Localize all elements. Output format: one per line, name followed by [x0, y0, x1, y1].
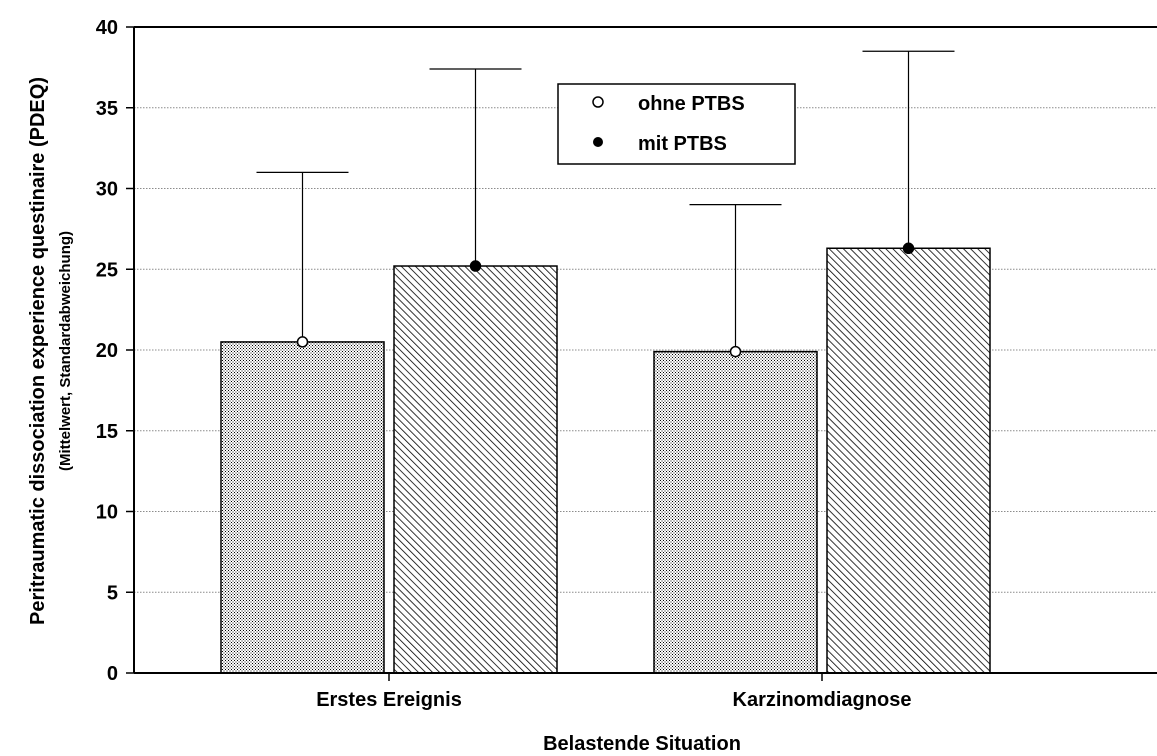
bar-mit-ptbs-1: [393, 265, 558, 674]
y-axis-subtitle: (Mittelwert, Standardabweichung): [57, 231, 74, 471]
mean-marker-1-1: [902, 242, 915, 255]
y-tick-label-15: 15: [96, 421, 118, 443]
y-tick-label-20: 20: [96, 340, 118, 362]
legend-label-ohne-ptbs: ohne PTBS: [638, 93, 745, 115]
y-tick-label-35: 35: [96, 98, 118, 120]
y-tick-label-5: 5: [107, 582, 118, 604]
mean-marker-1-0: [469, 260, 482, 272]
mean-marker-0-0: [296, 336, 309, 348]
legend-marker-ohne-ptbs: [592, 96, 604, 108]
legend: ohne PTBS mit PTBS: [557, 83, 796, 165]
x-category-label-1: Erstes Ereignis: [316, 689, 462, 711]
y-tick-label-25: 25: [96, 259, 118, 281]
x-axis-title: Belastende Situation: [543, 733, 741, 755]
axes: [126, 26, 1157, 681]
legend-label-mit-ptbs: mit PTBS: [638, 133, 727, 155]
error-bars: [256, 50, 955, 358]
y-tick-labels: 0 5 10 15 20 25 30 35 40: [96, 17, 118, 685]
y-axis-title: Peritraumatic dissociation experience qu…: [27, 77, 49, 625]
bar-ohne-ptbs-2: [653, 350, 818, 674]
y-tick-label-10: 10: [96, 502, 118, 524]
bar-mit-ptbs-2: [826, 247, 991, 674]
y-tick-label-30: 30: [96, 179, 118, 201]
mean-marker-0-1: [729, 345, 742, 358]
legend-marker-mit-ptbs: [593, 137, 603, 147]
bars: [220, 247, 991, 674]
x-category-label-2: Karzinomdiagnose: [733, 689, 912, 711]
x-category-labels: Erstes Ereignis Karzinomdiagnose: [316, 689, 911, 711]
bar-ohne-ptbs-1: [220, 341, 385, 674]
y-tick-label-0: 0: [107, 663, 118, 685]
y-tick-label-40: 40: [96, 17, 118, 39]
